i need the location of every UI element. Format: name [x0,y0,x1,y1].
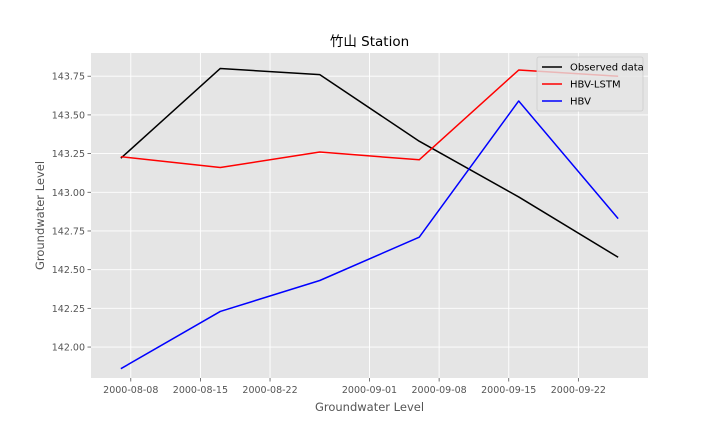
x-tick-label: 2000-09-08 [412,385,467,396]
y-tick-label: 143.50 [52,110,85,121]
y-axis-ticks: 142.00 142.25 142.50 142.75 143.00 143.25 143.… [52,72,91,354]
legend-box [536,56,644,112]
legend-label: HBV [570,97,591,108]
x-axis-ticks: 2000-08-08 2000-08-15 2000-08-22 2000-09-01… [103,378,606,396]
y-tick-label: 143.25 [52,149,85,160]
y-axis-title: Groundwater Level [33,161,47,270]
legend: Observed data HBV-LSTM HBV [536,56,644,112]
y-tick-label: 142.25 [52,304,85,315]
x-axis-title: Groundwater Level [315,400,424,414]
x-tick-label: 2000-09-15 [481,385,536,396]
y-tick-label: 142.75 [52,226,85,237]
x-tick-label: 2000-08-15 [173,385,228,396]
series-line-2 [120,100,619,370]
chart-title: 竹山 Station [330,34,409,50]
y-tick-label: 143.00 [52,188,85,199]
series-line-1 [120,69,619,169]
x-tick-label: 2000-09-01 [342,385,397,396]
y-tick-label: 143.75 [52,72,85,83]
legend-label: HBV-LSTM [570,80,621,91]
series-layer [120,67,619,370]
y-tick-label: 142.50 [52,265,85,276]
y-tick-label: 142.00 [52,343,85,354]
x-tick-label: 2000-08-08 [103,385,158,396]
grid-layer [91,53,648,378]
series-line-0 [120,67,619,258]
x-tick-label: 2000-09-22 [551,385,606,396]
x-tick-label: 2000-08-22 [242,385,297,396]
legend-label: Observed data [570,63,644,74]
